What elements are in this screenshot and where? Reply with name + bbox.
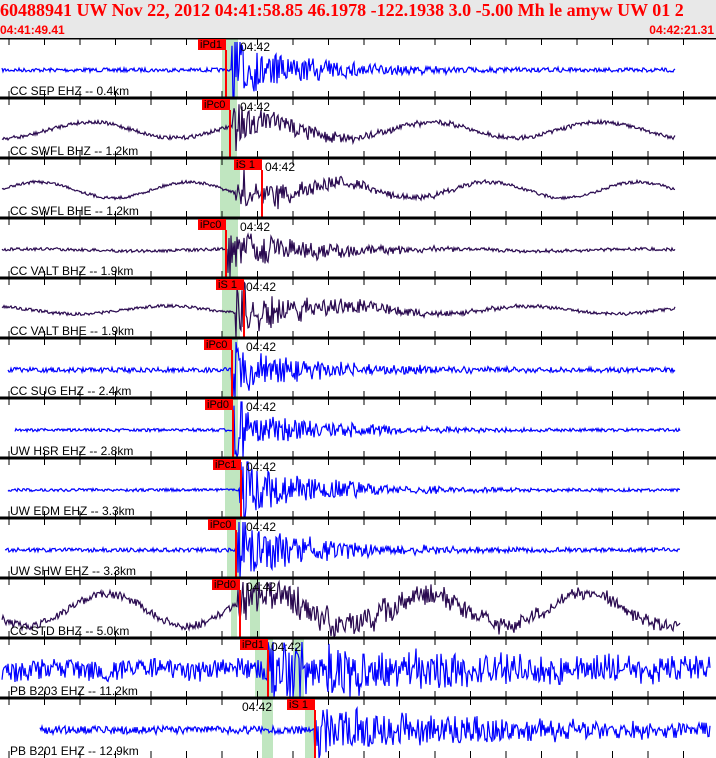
pick-label-box[interactable] bbox=[202, 99, 230, 110]
waveform bbox=[39, 706, 711, 758]
pick-label: iS 1 bbox=[236, 159, 255, 171]
trace-panel[interactable]: iPd0 04:42 UW HSR EHZ -- 2.8km bbox=[0, 396, 716, 459]
trace-panel[interactable]: iPc0 04:42 CC SWFL BHZ -- 1.2km bbox=[0, 96, 716, 158]
pick-label: iPd0 bbox=[214, 579, 236, 591]
pick-label-box[interactable] bbox=[240, 639, 268, 650]
minute-label: 04:42 bbox=[246, 520, 276, 534]
station-label: CC VALT BHE -- 1.9km bbox=[10, 324, 134, 338]
waveform bbox=[1, 232, 676, 279]
pick-label-box[interactable] bbox=[287, 699, 315, 710]
station-label: UW SHW EHZ -- 3.3km bbox=[10, 564, 136, 578]
pick-label: iPd1 bbox=[200, 39, 222, 51]
station-label: PB B203 EHZ -- 11.2km bbox=[10, 684, 138, 698]
minute-label: 04:42 bbox=[246, 340, 276, 354]
pick-window bbox=[231, 578, 237, 638]
trace-panel[interactable]: iPd1 04:42 PB B203 EHZ -- 11.2km bbox=[0, 636, 716, 699]
station-label: PB B201 EHZ -- 12.9km bbox=[10, 744, 139, 758]
pick-label: iPc0 bbox=[200, 219, 221, 231]
event-title: 60488941 UW Nov 22, 2012 04:41:58.85 46.… bbox=[0, 0, 684, 20]
trace-panel[interactable]: iS 1 04:42 CC SWFL BHE -- 1.2km bbox=[0, 156, 716, 218]
pick-label-box[interactable] bbox=[205, 399, 233, 410]
end-time: 04:42:21.31 bbox=[649, 23, 714, 37]
pick-label: iS 1 bbox=[218, 279, 237, 291]
trace-panel[interactable]: iPc0 04:42 CC SUG EHZ -- 2.4km bbox=[0, 336, 716, 399]
station-label: CC SWFL BHZ -- 1.2km bbox=[10, 144, 138, 158]
pick-window bbox=[250, 578, 260, 638]
pick-window bbox=[225, 458, 240, 518]
waveform bbox=[14, 401, 681, 459]
minute-label: 04:42 bbox=[246, 400, 276, 414]
minute-label: 04:42 bbox=[246, 280, 276, 294]
pick-window bbox=[293, 638, 304, 698]
trace-panel[interactable]: iPd1 04:42 CC SEP EHZ -- 0.4km bbox=[0, 38, 716, 99]
station-label: UW EDM EHZ -- 3.3km bbox=[10, 504, 135, 518]
pick-label: iPc0 bbox=[210, 519, 231, 531]
pick-window bbox=[220, 158, 240, 218]
station-label: CC VALT BHZ -- 1.9km bbox=[10, 264, 133, 278]
station-label: CC SWFL BHE -- 1.2km bbox=[10, 204, 139, 218]
event-header: 60488941 UW Nov 22, 2012 04:41:58.85 46.… bbox=[0, 0, 716, 38]
trace-panel[interactable]: iS 1 04:42 CC VALT BHE -- 1.9km bbox=[0, 276, 716, 339]
waveform bbox=[1, 168, 676, 210]
pick-label: iPc1 bbox=[215, 459, 236, 471]
pick-label-box[interactable] bbox=[216, 279, 244, 290]
waveform bbox=[1, 41, 676, 99]
pick-label-box[interactable] bbox=[212, 579, 240, 590]
waveform bbox=[1, 579, 681, 638]
pick-window bbox=[305, 698, 315, 758]
pick-label-box[interactable] bbox=[234, 159, 262, 170]
minute-label: 04:42 bbox=[240, 40, 270, 54]
pick-label-box[interactable] bbox=[198, 39, 226, 50]
pick-label-box[interactable] bbox=[198, 219, 226, 230]
trace-panel[interactable]: iPc0 04:42 CC VALT BHZ -- 1.9km bbox=[0, 216, 716, 279]
seismogram-panels[interactable]: iPd1 04:42 CC SEP EHZ -- 0.4km iPc0 04:42 CC … bbox=[0, 38, 716, 758]
pick-label-box[interactable] bbox=[204, 339, 232, 350]
waveform bbox=[1, 641, 711, 699]
minute-label: 04:42 bbox=[246, 580, 276, 594]
start-time: 04:41:49.41 bbox=[0, 23, 65, 37]
station-label: UW HSR EHZ -- 2.8km bbox=[10, 444, 133, 458]
pick-label: iS 1 bbox=[289, 699, 308, 711]
minute-label: 04:42 bbox=[265, 160, 295, 174]
trace-panel[interactable]: iS 1 04:42 PB B201 EHZ -- 12.9km bbox=[0, 696, 716, 758]
trace-panel[interactable]: iPc1 04:42 UW EDM EHZ -- 3.3km bbox=[0, 456, 716, 519]
pick-label: iPc0 bbox=[204, 99, 225, 111]
pick-window bbox=[262, 698, 273, 758]
pick-label: iPd0 bbox=[207, 399, 229, 411]
waveform bbox=[4, 521, 681, 579]
station-label: CC SUG EHZ -- 2.4km bbox=[10, 384, 131, 398]
pick-label-box[interactable] bbox=[213, 459, 241, 470]
pick-label-box[interactable] bbox=[208, 519, 236, 530]
minute-label: 04:42 bbox=[242, 700, 272, 714]
minute-label: 04:42 bbox=[240, 220, 270, 234]
waveform bbox=[7, 341, 676, 399]
pick-label: iPc0 bbox=[206, 339, 227, 351]
pick-label: iPd1 bbox=[242, 639, 264, 651]
trace-panel[interactable]: iPc0 04:42 UW SHW EHZ -- 3.3km bbox=[0, 516, 716, 579]
waveform bbox=[1, 104, 676, 152]
waveform bbox=[7, 461, 681, 519]
minute-label: 04:42 bbox=[240, 100, 270, 114]
station-label: CC STD BHZ -- 5.0km bbox=[10, 624, 129, 638]
trace-panel[interactable]: iPd0 04:42 CC STD BHZ -- 5.0km bbox=[0, 576, 716, 638]
station-label: CC SEP EHZ -- 0.4km bbox=[10, 84, 129, 98]
minute-label: 04:42 bbox=[271, 640, 301, 654]
minute-label: 04:42 bbox=[246, 460, 276, 474]
waveform bbox=[1, 280, 676, 339]
